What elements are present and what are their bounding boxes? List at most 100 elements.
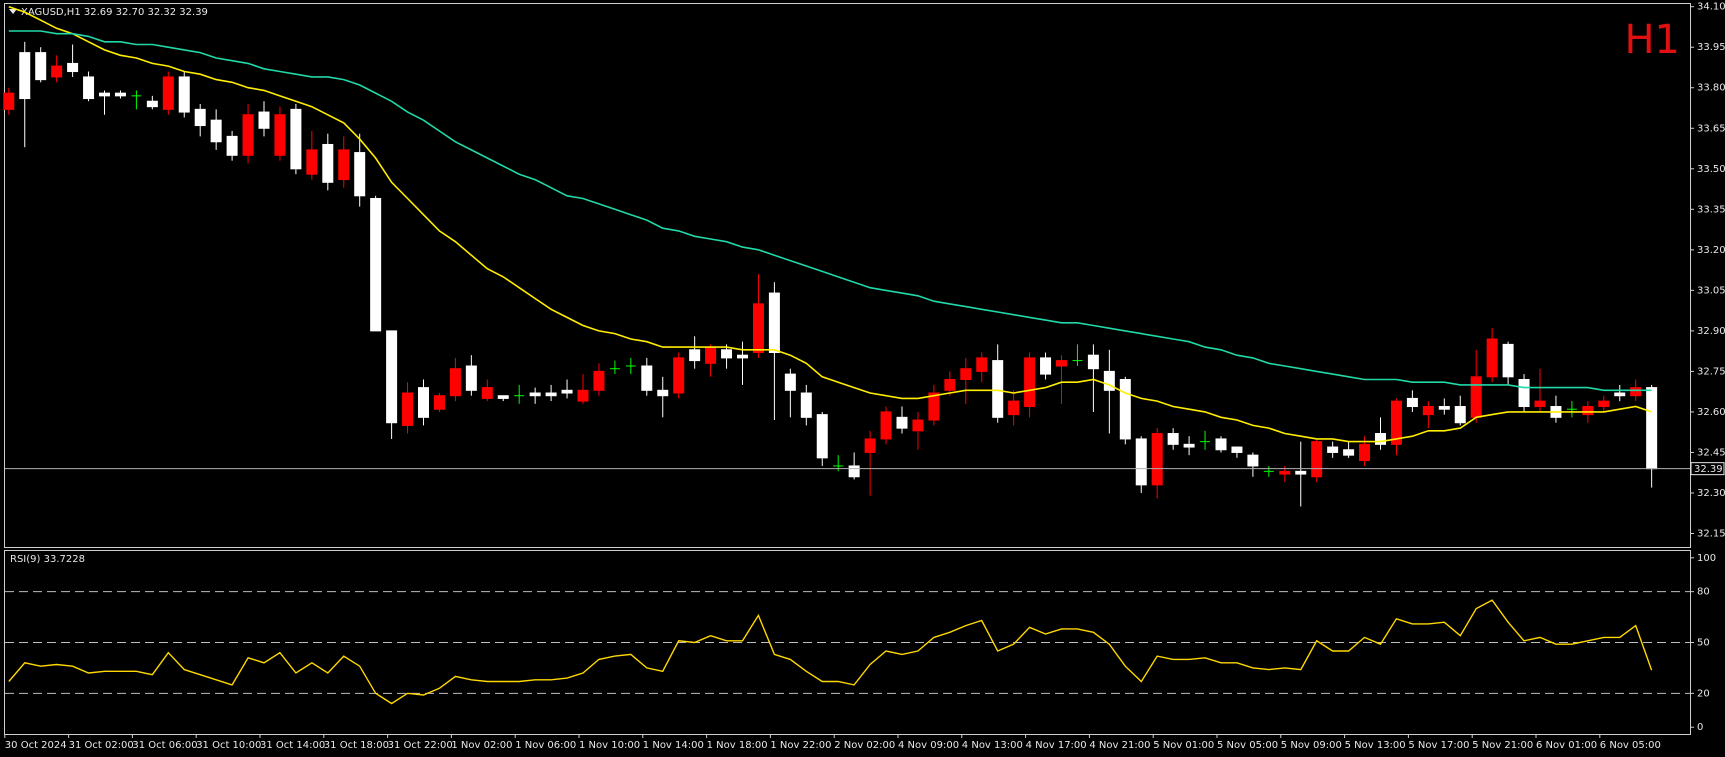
candle-body [768,292,780,353]
candle-body [1215,438,1227,451]
candle-body [976,357,988,372]
x-tick-label: 4 Nov 21:00 [1089,740,1150,751]
candle-body [67,62,79,73]
candle-body [577,389,589,402]
moving-average-line [8,5,1652,443]
candle-body [1470,376,1482,418]
moving-average-line [8,30,1652,392]
x-tick-label: 4 Nov 17:00 [1026,740,1087,751]
candle-body [1422,406,1434,416]
candle-body [1343,449,1355,456]
candle-body [114,92,126,97]
candle-body [1056,360,1067,367]
x-tick-label: 5 Nov 17:00 [1408,740,1469,751]
candle-body [992,360,1004,418]
rsi-y-tick-label: 80 [1697,587,1710,598]
x-tick-label: 30 Oct 2024 [5,740,67,751]
x-tick-label: 1 Nov 18:00 [707,740,768,751]
y-tick-label: 33.20 [1697,245,1725,256]
candle-body [1183,443,1195,448]
candle-body [1518,379,1530,408]
candle-body [306,149,318,175]
candle-body [1614,392,1626,397]
candle-body [641,365,653,391]
candle-body [1359,443,1371,462]
candle-body [561,389,573,394]
x-tick-label: 31 Oct 06:00 [132,740,197,751]
x-tick-label: 1 Nov 10:00 [579,740,640,751]
candle-body [242,114,254,156]
candle-body [1279,470,1291,475]
x-tick-label: 5 Nov 21:00 [1472,740,1533,751]
x-tick-label: 4 Nov 13:00 [962,740,1023,751]
candle-body [912,419,924,432]
candle-body [146,100,158,108]
candle-body [1502,343,1514,378]
candle-body [1247,454,1259,467]
candle-body [465,365,477,391]
candle-body [178,76,190,113]
x-tick-label: 5 Nov 13:00 [1345,740,1406,751]
x-tick-label: 4 Nov 09:00 [898,740,959,751]
candle-body [1119,379,1131,440]
candle-body [1438,406,1450,410]
candle-body [497,395,509,399]
x-tick-label: 31 Oct 10:00 [196,740,261,751]
candle-body [1534,400,1546,408]
candle-body [194,108,206,127]
y-tick-label: 33.35 [1697,204,1725,215]
candle-body [51,65,63,78]
candle-body [3,92,15,110]
candle-body [258,111,270,129]
candle-body [1486,338,1498,378]
y-tick-label: 33.50 [1697,164,1725,175]
x-tick-label: 6 Nov 01:00 [1536,740,1597,751]
candle-body [864,438,876,453]
candle-body [1582,406,1594,416]
candle-body [1231,446,1243,453]
rsi-y-tick-label: 50 [1697,638,1710,649]
candle-body [1646,387,1658,470]
rsi-y-tick-label: 20 [1697,688,1710,699]
candle-body [545,392,557,397]
candle-body [1167,433,1179,445]
candle-body [1375,433,1386,445]
x-tick-label: 6 Nov 05:00 [1600,740,1661,751]
candle-body [593,370,605,391]
x-tick-label: 5 Nov 09:00 [1281,740,1342,751]
candle-body [274,114,286,156]
candle-body [896,416,908,429]
x-tick-label: 5 Nov 01:00 [1153,740,1214,751]
price-label: 32.39 [1694,464,1723,475]
y-tick-label: 33.65 [1697,123,1725,134]
x-tick-label: 1 Nov 14:00 [643,740,704,751]
y-tick-label: 33.05 [1697,285,1725,296]
candle-body [960,368,972,381]
candle-body [402,392,414,426]
candle-body [322,143,334,183]
chart-title: XAGUSD,H1 32.69 32.70 32.32 32.39 [21,7,208,18]
y-tick-label: 32.60 [1697,407,1725,418]
candle-body [162,76,174,110]
candle-body [354,152,366,197]
candle-body [657,389,669,397]
symbol-menu-arrow[interactable] [9,9,17,14]
candle-body [689,349,701,362]
candle-body [449,368,461,397]
candle-body [800,392,812,418]
candle-body [210,119,222,143]
candle-body [1135,438,1147,486]
y-tick-label: 33.95 [1697,42,1725,53]
candle-body [1630,387,1642,397]
rsi-line [8,599,1653,705]
candle-body [705,346,717,364]
candle-body [386,330,398,424]
candle-body [35,52,47,81]
y-tick-label: 32.15 [1697,528,1725,539]
candle-body [1311,441,1323,478]
candle-body [290,108,302,170]
candle-body [529,392,541,397]
